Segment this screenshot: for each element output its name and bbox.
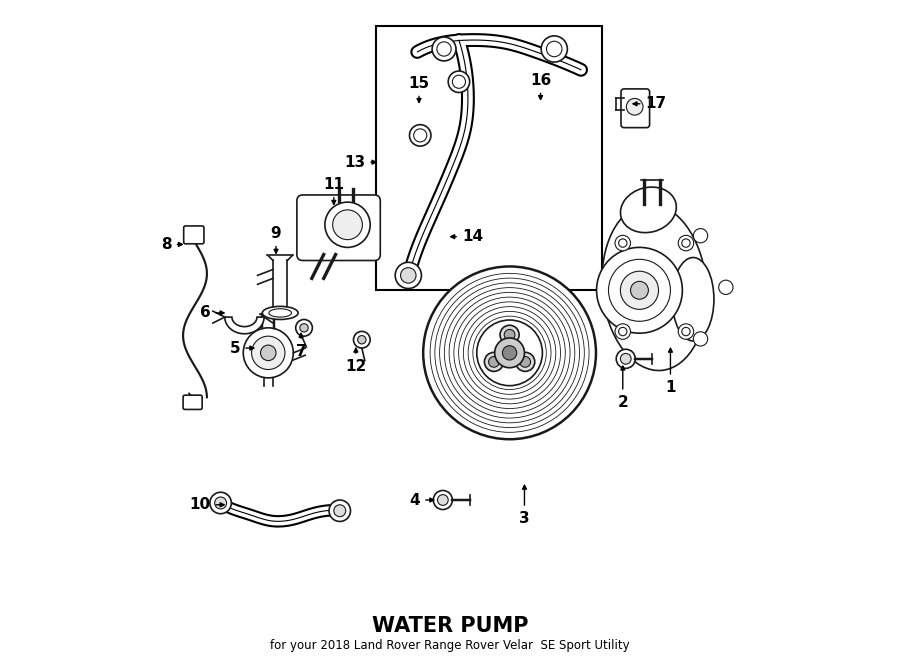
- Circle shape: [500, 325, 519, 344]
- Text: 6: 6: [200, 305, 224, 320]
- Circle shape: [329, 500, 350, 522]
- Circle shape: [620, 354, 631, 364]
- Circle shape: [615, 324, 631, 340]
- Text: 11: 11: [323, 177, 345, 205]
- FancyBboxPatch shape: [184, 226, 204, 244]
- Circle shape: [719, 280, 733, 295]
- Circle shape: [243, 328, 293, 378]
- Circle shape: [502, 346, 517, 360]
- Text: 10: 10: [189, 497, 224, 512]
- Circle shape: [395, 262, 421, 289]
- Circle shape: [448, 71, 470, 93]
- Circle shape: [495, 338, 525, 368]
- Circle shape: [693, 332, 707, 346]
- Circle shape: [597, 248, 682, 333]
- Circle shape: [477, 320, 543, 386]
- Text: 9: 9: [271, 226, 282, 253]
- Text: 7: 7: [296, 334, 306, 359]
- Circle shape: [489, 357, 500, 367]
- Circle shape: [354, 332, 370, 348]
- Circle shape: [252, 336, 285, 369]
- Circle shape: [615, 235, 631, 251]
- Text: WATER PUMP: WATER PUMP: [372, 616, 528, 636]
- Circle shape: [410, 124, 431, 146]
- Circle shape: [484, 352, 503, 371]
- Circle shape: [679, 235, 694, 251]
- Circle shape: [432, 37, 456, 61]
- Circle shape: [334, 504, 346, 516]
- Polygon shape: [225, 317, 264, 334]
- Circle shape: [616, 350, 635, 368]
- FancyBboxPatch shape: [621, 89, 650, 128]
- Bar: [375, 26, 602, 290]
- Circle shape: [296, 320, 312, 336]
- Text: 8: 8: [161, 237, 183, 252]
- Circle shape: [631, 281, 648, 299]
- Circle shape: [357, 336, 366, 344]
- Circle shape: [516, 352, 535, 371]
- Circle shape: [520, 357, 531, 367]
- Circle shape: [215, 497, 227, 509]
- Text: 15: 15: [409, 75, 429, 103]
- Text: 17: 17: [633, 96, 667, 111]
- Text: 1: 1: [665, 348, 676, 395]
- Circle shape: [325, 202, 370, 248]
- Ellipse shape: [672, 258, 714, 341]
- Circle shape: [541, 36, 567, 62]
- Circle shape: [300, 324, 308, 332]
- Circle shape: [433, 491, 453, 510]
- Circle shape: [210, 493, 231, 514]
- Circle shape: [400, 267, 416, 283]
- FancyBboxPatch shape: [183, 395, 202, 409]
- Text: 16: 16: [530, 73, 551, 99]
- Text: 12: 12: [346, 348, 366, 374]
- Text: for your 2018 Land Rover Range Rover Velar  SE Sport Utility: for your 2018 Land Rover Range Rover Vel…: [270, 639, 630, 652]
- Circle shape: [260, 345, 276, 361]
- Circle shape: [620, 271, 659, 309]
- Ellipse shape: [620, 187, 676, 232]
- Circle shape: [333, 210, 363, 240]
- Circle shape: [437, 495, 448, 505]
- Ellipse shape: [262, 307, 298, 320]
- Text: 14: 14: [451, 229, 483, 244]
- Text: 4: 4: [410, 493, 434, 508]
- Circle shape: [423, 266, 596, 440]
- Text: 13: 13: [345, 155, 376, 169]
- Circle shape: [679, 324, 694, 340]
- Circle shape: [693, 228, 707, 243]
- Circle shape: [626, 99, 643, 115]
- FancyBboxPatch shape: [297, 195, 381, 261]
- Text: 5: 5: [230, 340, 254, 355]
- Circle shape: [504, 330, 515, 340]
- Text: 3: 3: [519, 485, 530, 526]
- Text: 2: 2: [617, 366, 628, 410]
- Ellipse shape: [602, 204, 706, 371]
